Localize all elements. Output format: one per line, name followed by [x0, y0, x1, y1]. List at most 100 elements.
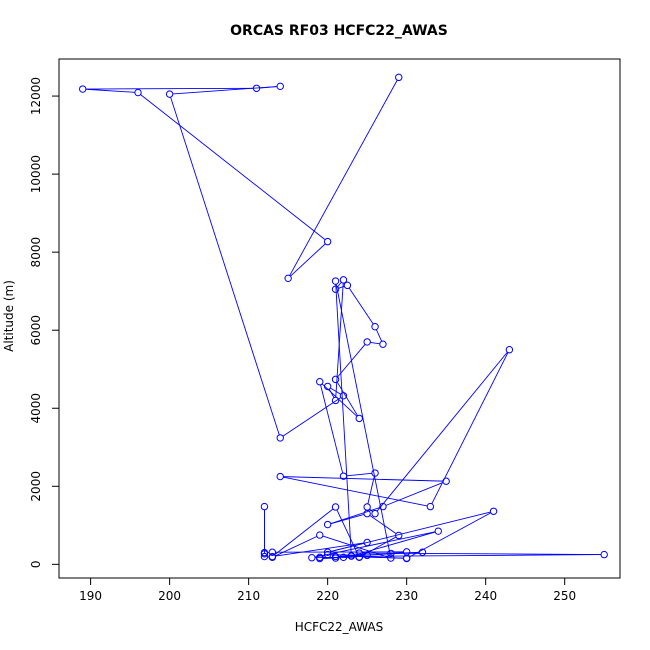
- chart-title: ORCAS RF03 HCFC22_AWAS: [230, 23, 448, 39]
- series-segment: [362, 556, 404, 559]
- x-axis: 190 200 210 220 230 240 250: [79, 577, 576, 603]
- data-point: [331, 285, 340, 293]
- series-segment: [367, 476, 375, 504]
- data-point: [489, 507, 498, 515]
- series-segment: [314, 531, 436, 558]
- series-segment: [289, 80, 398, 276]
- data-point: [363, 503, 371, 511]
- data-point: [379, 502, 387, 511]
- data-point: [363, 338, 371, 346]
- series-segment: [335, 283, 344, 398]
- series-segment: [362, 552, 601, 556]
- series-segment: [85, 88, 135, 93]
- data-point: [316, 378, 324, 386]
- data-point: [505, 346, 514, 354]
- series-segment: [338, 554, 601, 557]
- data-point: [426, 502, 435, 511]
- series-segment: [336, 509, 359, 555]
- series-lines: [85, 80, 601, 559]
- data-point: [371, 322, 379, 331]
- data-point: [284, 274, 292, 283]
- series-segment: [337, 282, 342, 288]
- data-point: [339, 276, 348, 284]
- data-point: [442, 477, 450, 485]
- data-point: [371, 469, 379, 477]
- plot-frame: [58, 58, 621, 579]
- series-points: [79, 73, 608, 563]
- x-tick-label: 200: [158, 589, 181, 603]
- series-segment: [336, 381, 358, 416]
- data-point: [600, 550, 608, 559]
- series-segment: [346, 472, 372, 477]
- data-point: [268, 553, 277, 562]
- series-segment: [376, 329, 383, 342]
- data-point: [339, 553, 348, 562]
- series-segment: [328, 389, 335, 398]
- data-point: [402, 554, 411, 562]
- data-point: [339, 472, 348, 480]
- y-tick-label: 4000: [29, 393, 43, 424]
- data-point: [308, 554, 316, 562]
- data-point: [323, 548, 332, 556]
- series-segment: [283, 476, 443, 482]
- data-point: [355, 414, 363, 423]
- data-point: [260, 548, 269, 557]
- data-point: [331, 503, 340, 511]
- data-point: [331, 554, 340, 562]
- data-point: [402, 548, 411, 556]
- x-tick-label: 240: [474, 589, 497, 603]
- series-segment: [335, 284, 352, 553]
- y-axis: 0 2000 4000 6000 8000 10000 12000: [29, 77, 60, 569]
- data-point: [363, 538, 371, 547]
- y-tick-label: 6000: [29, 315, 43, 346]
- data-point: [355, 549, 363, 557]
- x-tick-label: 250: [553, 589, 576, 603]
- x-tick-label: 190: [79, 589, 102, 603]
- data-point: [395, 531, 403, 540]
- data-point: [418, 548, 427, 556]
- x-tick-label: 230: [395, 589, 418, 603]
- data-point: [387, 554, 395, 562]
- y-tick-label: 0: [29, 561, 43, 569]
- data-point: [316, 554, 324, 563]
- data-point: [252, 84, 261, 92]
- series-segment: [320, 384, 344, 474]
- series-segment: [385, 482, 444, 506]
- data-point: [260, 502, 269, 511]
- data-point: [316, 531, 324, 539]
- series-segment: [290, 243, 326, 277]
- data-point: [134, 88, 142, 97]
- series-segment: [348, 287, 374, 325]
- data-point: [387, 549, 395, 558]
- y-tick-label: 8000: [29, 237, 43, 268]
- series-segment: [369, 515, 397, 534]
- data-point: [276, 472, 284, 481]
- series-segment: [274, 508, 334, 555]
- series-segment: [275, 536, 317, 557]
- data-point: [331, 396, 340, 405]
- x-tick-label: 220: [316, 589, 339, 603]
- data-point: [79, 85, 87, 93]
- series-segment: [338, 285, 345, 289]
- series-segment: [330, 387, 341, 395]
- series-segment: [86, 87, 254, 90]
- data-point: [323, 237, 332, 246]
- series-segment: [170, 97, 280, 435]
- data-point: [343, 281, 352, 290]
- data-point: [347, 552, 356, 560]
- series-segment: [282, 397, 341, 437]
- y-tick-label: 10000: [29, 155, 43, 193]
- series-segment: [275, 542, 364, 557]
- data-point: [395, 73, 403, 82]
- series-segment: [172, 86, 277, 95]
- data-point: [268, 548, 277, 556]
- series-segment: [370, 341, 380, 345]
- series-segment: [330, 507, 380, 524]
- data-point: [331, 277, 340, 285]
- data-point: [355, 553, 363, 561]
- data-point: [363, 509, 371, 518]
- data-point: [276, 82, 284, 91]
- y-tick-label: 2000: [29, 471, 43, 502]
- data-point: [371, 509, 379, 518]
